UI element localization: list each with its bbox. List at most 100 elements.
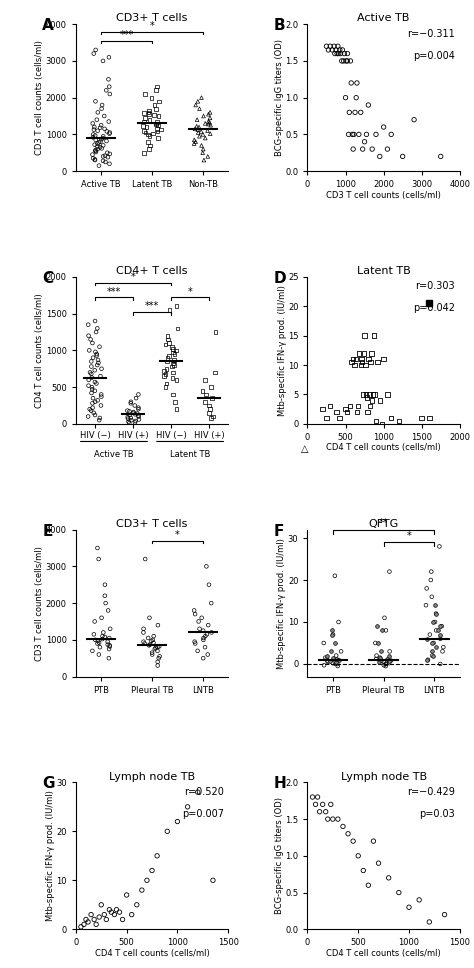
Point [205,114,212,130]
Point [200,650,207,666]
Point [91,314,99,329]
Point [140,634,147,650]
Point [206,114,213,130]
Point [164,328,171,344]
Point [432,606,440,621]
Point [144,127,152,142]
Point [170,365,177,380]
Point [428,635,436,650]
Text: *: * [150,20,155,31]
Point [355,848,362,863]
Point [428,648,436,663]
Point [353,405,361,420]
Point [89,147,96,163]
Point [100,137,107,153]
Point [105,650,113,666]
X-axis label: CD4 T cell counts (cells/ml): CD4 T cell counts (cells/ml) [326,443,441,452]
Point [204,123,211,138]
Point [134,406,141,421]
Point [368,141,376,157]
Title: Lymph node TB: Lymph node TB [109,771,195,781]
Point [169,386,177,403]
Text: F: F [274,524,284,539]
Point [161,363,168,378]
Point [204,647,211,662]
Point [320,657,328,673]
Point [142,125,149,140]
Point [94,138,101,154]
Point [432,606,440,621]
Point [113,902,120,918]
Point [169,345,177,360]
Point [312,797,319,812]
Point [95,552,102,567]
Point [429,615,437,630]
Point [100,624,107,640]
Point [91,394,99,409]
Point [338,43,346,58]
Point [195,119,203,135]
Text: E: E [42,524,53,539]
Point [207,126,214,141]
Point [437,631,444,647]
Point [335,615,342,630]
Point [365,97,372,112]
Point [334,658,342,674]
Point [365,877,372,892]
Point [431,597,438,613]
Point [106,621,114,637]
Point [374,354,381,370]
Point [322,804,329,820]
Point [326,652,333,668]
Point [437,619,444,634]
Point [144,630,152,646]
Point [332,651,340,667]
Point [342,90,349,106]
Point [168,359,175,375]
Point [157,122,164,137]
Point [332,43,340,58]
Point [93,347,100,362]
Point [332,654,340,670]
Point [199,383,206,399]
Point [119,912,127,927]
Point [377,644,385,659]
Point [140,624,147,640]
Point [395,413,402,429]
Text: *: * [131,272,136,282]
Point [410,112,418,128]
Point [143,119,150,135]
Point [319,797,327,812]
Point [201,628,209,644]
Point [165,335,173,350]
Point [87,332,94,348]
Point [95,355,102,371]
Text: p=0.004: p=0.004 [413,50,455,61]
Point [376,650,384,665]
Point [153,114,161,130]
Point [108,904,115,920]
Point [351,105,359,120]
Point [321,650,329,665]
Point [130,405,137,420]
Point [426,627,434,643]
Point [91,344,99,359]
Point [359,386,367,403]
Point [154,654,162,670]
Point [336,43,344,58]
Point [98,97,106,112]
Point [95,647,103,662]
Point [101,577,109,592]
Point [106,86,114,102]
Point [380,654,388,670]
Title: Latent TB: Latent TB [357,266,410,276]
Point [155,639,163,654]
Point [364,405,372,420]
Point [173,402,180,417]
Point [124,411,132,427]
Point [99,53,107,69]
Point [131,398,138,413]
Text: r=−0.429: r=−0.429 [407,787,455,797]
Point [102,82,110,98]
Point [386,644,393,659]
